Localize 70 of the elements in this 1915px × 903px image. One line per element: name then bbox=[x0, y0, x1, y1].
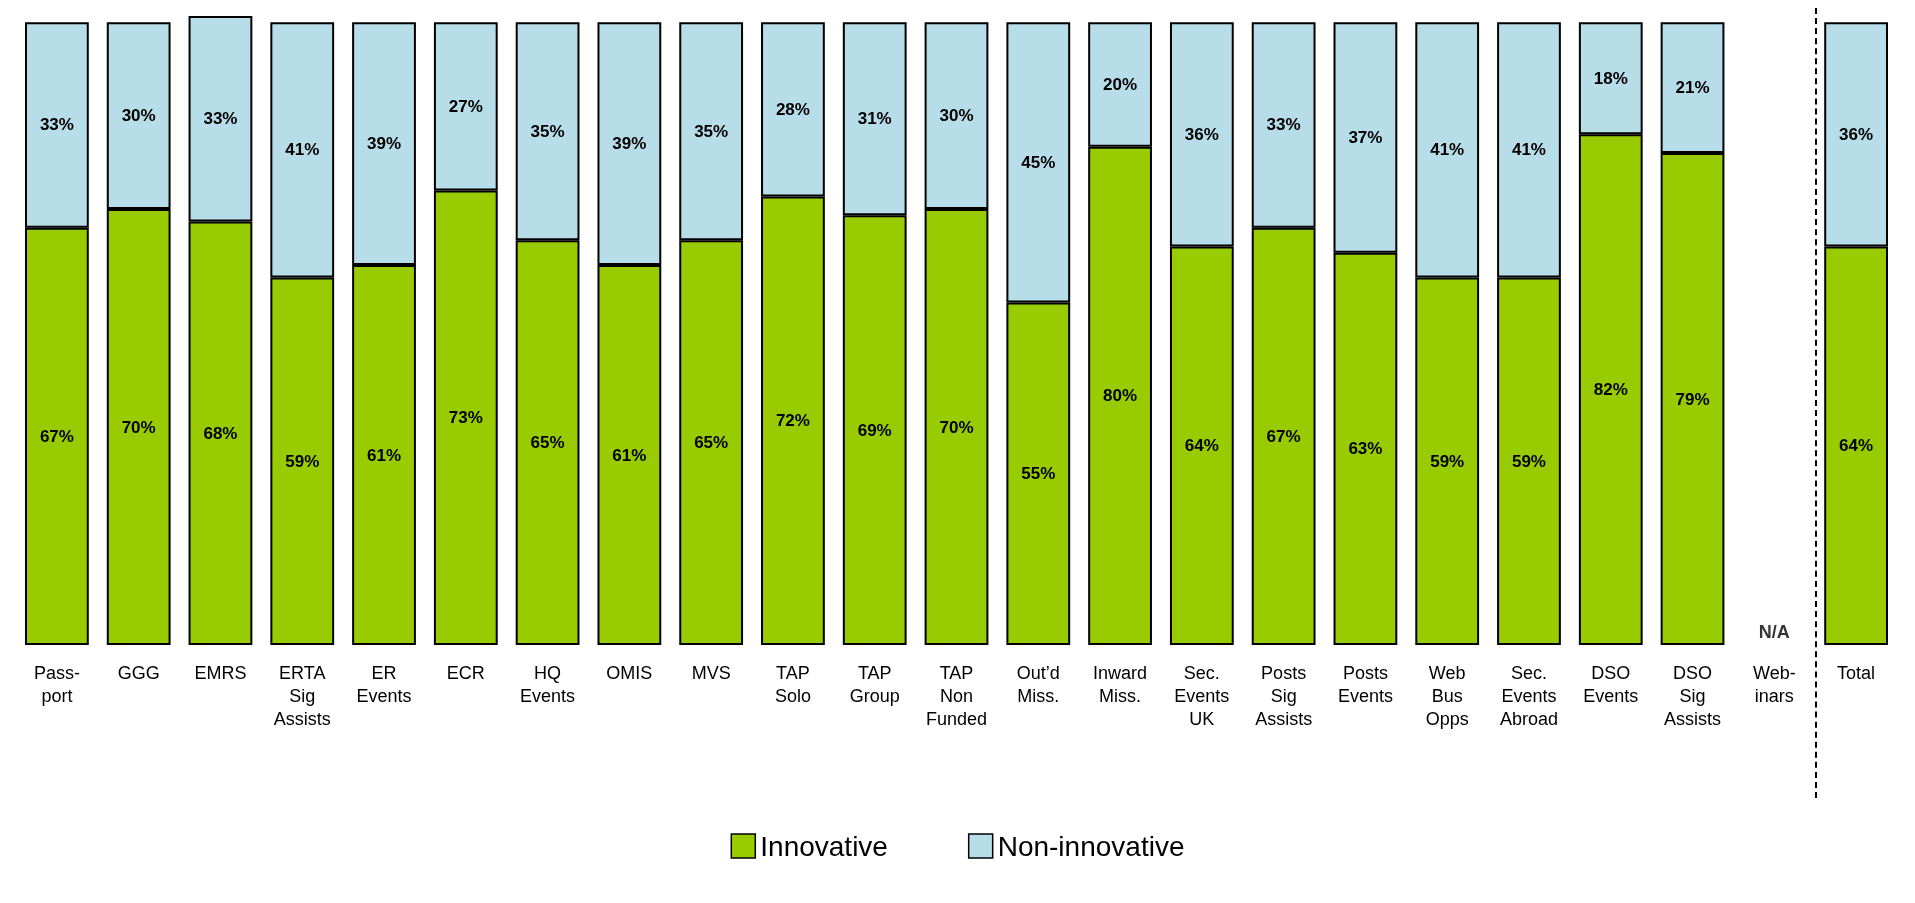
x-tick-label: Posts Events bbox=[1337, 662, 1393, 706]
data-label: 21% bbox=[1675, 78, 1710, 98]
x-tick-label: Out’d Miss. bbox=[1016, 662, 1060, 706]
x-tick-label: DSO Sig Assists bbox=[1664, 662, 1722, 729]
data-label: 37% bbox=[1348, 127, 1383, 147]
data-label: 41% bbox=[1511, 140, 1546, 160]
legend-label: Non-innovative bbox=[997, 830, 1185, 862]
x-tick-label: TAP Non Funded bbox=[925, 662, 988, 729]
data-label: 65% bbox=[694, 433, 729, 453]
data-label: 36% bbox=[1184, 124, 1219, 144]
data-label: 18% bbox=[1593, 68, 1628, 88]
x-tick-label: Web Bus Opps bbox=[1425, 662, 1469, 729]
data-label: 80% bbox=[1103, 386, 1138, 406]
data-label: 20% bbox=[1103, 75, 1138, 94]
data-label: 31% bbox=[857, 109, 892, 129]
data-label: 67% bbox=[39, 426, 74, 446]
data-label: 27% bbox=[448, 96, 483, 116]
data-label: 35% bbox=[530, 121, 565, 141]
x-tick-label: TAP Group bbox=[849, 662, 900, 706]
data-label: 30% bbox=[121, 106, 156, 126]
data-label: 79% bbox=[1675, 389, 1710, 409]
x-tick-label: Pass- port bbox=[33, 662, 80, 706]
data-label: 35% bbox=[694, 121, 729, 141]
x-tick-label: Sec. Events Abroad bbox=[1499, 662, 1558, 729]
data-label: 70% bbox=[121, 417, 156, 437]
data-label: 33% bbox=[1266, 115, 1301, 135]
data-label: 59% bbox=[1511, 451, 1546, 471]
annotation: N/A bbox=[1758, 622, 1790, 642]
data-label: 41% bbox=[1430, 140, 1465, 160]
x-tick-label: TAP Solo bbox=[774, 662, 811, 706]
data-label: 59% bbox=[285, 451, 320, 471]
data-label: 39% bbox=[612, 134, 647, 154]
data-label: 33% bbox=[203, 109, 238, 129]
x-tick-label: Posts Sig Assists bbox=[1255, 662, 1313, 729]
x-tick-label: ECR bbox=[446, 662, 485, 683]
x-tick-label: GGG bbox=[117, 662, 160, 683]
data-label: 61% bbox=[367, 445, 402, 465]
data-label: 68% bbox=[203, 423, 238, 443]
x-tick-label: ER Events bbox=[356, 662, 412, 706]
x-tick-label: DSO Events bbox=[1583, 662, 1639, 706]
data-label: 59% bbox=[1430, 451, 1465, 471]
x-tick-label: HQ Events bbox=[520, 662, 576, 706]
data-label: 45% bbox=[1021, 152, 1056, 172]
data-label: 69% bbox=[857, 420, 892, 440]
data-label: 65% bbox=[530, 433, 565, 453]
data-label: 36% bbox=[1839, 124, 1874, 144]
data-label: 28% bbox=[775, 99, 810, 119]
data-label: 64% bbox=[1839, 436, 1874, 456]
data-label: 41% bbox=[285, 140, 320, 160]
data-label: 67% bbox=[1266, 426, 1301, 446]
data-label: 39% bbox=[367, 134, 402, 154]
data-label: 55% bbox=[1021, 464, 1056, 484]
x-tick-label: Sec. Events UK bbox=[1174, 662, 1230, 729]
x-tick-label: ERTA Sig Assists bbox=[273, 662, 331, 729]
x-tick-label: Total bbox=[1837, 662, 1876, 683]
data-label: 82% bbox=[1593, 380, 1628, 400]
data-label: 30% bbox=[939, 106, 974, 126]
x-tick-label: MVS bbox=[691, 662, 731, 683]
x-tick-label: EMRS bbox=[194, 662, 247, 683]
data-label: 61% bbox=[612, 445, 647, 465]
x-tick-label: Web- inars bbox=[1752, 662, 1796, 706]
x-tick-label: Inward Miss. bbox=[1093, 662, 1148, 706]
x-tick-label: OMIS bbox=[606, 662, 653, 683]
legend-label: Innovative bbox=[760, 830, 888, 862]
data-label: 64% bbox=[1184, 436, 1219, 456]
data-label: 70% bbox=[939, 417, 974, 437]
data-label: 33% bbox=[39, 115, 74, 135]
data-label: 63% bbox=[1348, 439, 1383, 459]
data-label: 72% bbox=[775, 411, 810, 431]
data-label: 73% bbox=[448, 408, 483, 428]
